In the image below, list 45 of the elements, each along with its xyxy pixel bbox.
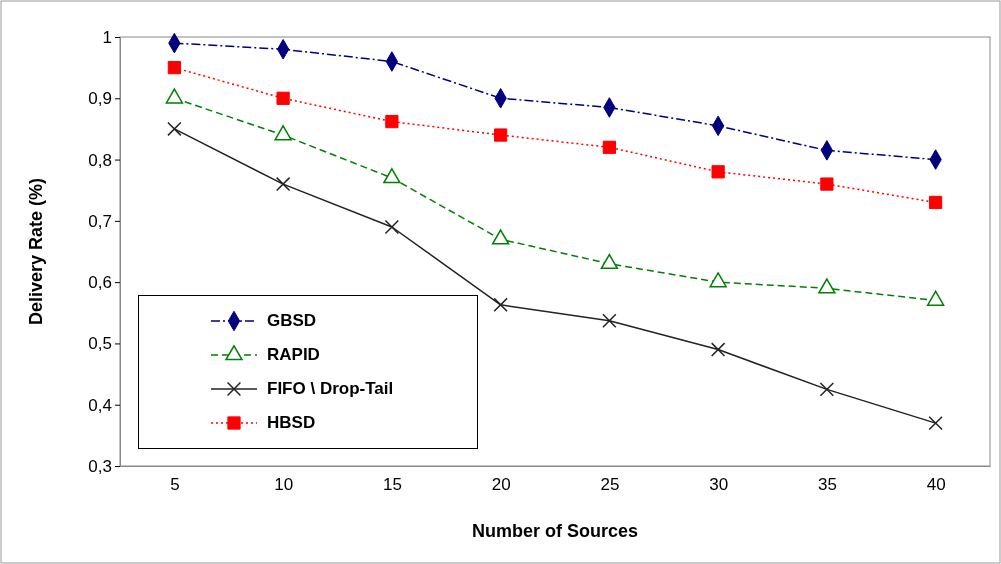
point [384, 219, 400, 235]
point [275, 176, 291, 192]
point [274, 125, 292, 141]
point [926, 290, 945, 306]
x-axis-title: Number of Sources [471, 521, 639, 541]
point [602, 140, 616, 154]
x-tick-label: 30 [709, 475, 729, 495]
point [600, 253, 619, 270]
legend-label: GBSD [267, 311, 317, 331]
x-tick-label: 40 [926, 475, 946, 495]
y-axis-title: Delivery Rate (%) [26, 177, 46, 326]
legend-label: FIFO \ Drop-Tail [267, 379, 394, 399]
y-tick-label: 0,7 [88, 211, 112, 231]
y-tick-label: 0,8 [88, 150, 112, 170]
x-tick-label: 15 [382, 475, 402, 495]
point [820, 177, 834, 191]
point [385, 114, 399, 129]
point [710, 342, 726, 357]
point [494, 128, 508, 142]
y-tick-label: 0,9 [88, 89, 112, 109]
y-tick-label: 0,3 [88, 456, 112, 476]
legend-label: RAPID [267, 345, 320, 365]
point [602, 313, 617, 328]
y-tick-label: 0,6 [88, 273, 112, 293]
x-tick-label: 20 [491, 475, 511, 495]
point [167, 61, 181, 75]
point [711, 165, 725, 179]
point [491, 229, 510, 245]
x-tick-label: 5 [170, 475, 180, 495]
x-tick-label: 35 [817, 475, 837, 495]
point [929, 195, 943, 210]
point [928, 415, 943, 431]
point [167, 121, 182, 137]
y-tick-label: 0,4 [88, 395, 112, 415]
point [819, 382, 835, 397]
y-tick-label: 0,5 [88, 334, 112, 354]
x-tick-label: 10 [274, 475, 294, 495]
point [493, 297, 508, 313]
point [709, 272, 727, 288]
legend-label: HBSD [267, 413, 316, 433]
point [818, 278, 836, 294]
y-tick-label: 1 [102, 27, 112, 47]
point [276, 91, 290, 105]
x-tick-label: 25 [600, 475, 620, 495]
point [383, 168, 401, 184]
